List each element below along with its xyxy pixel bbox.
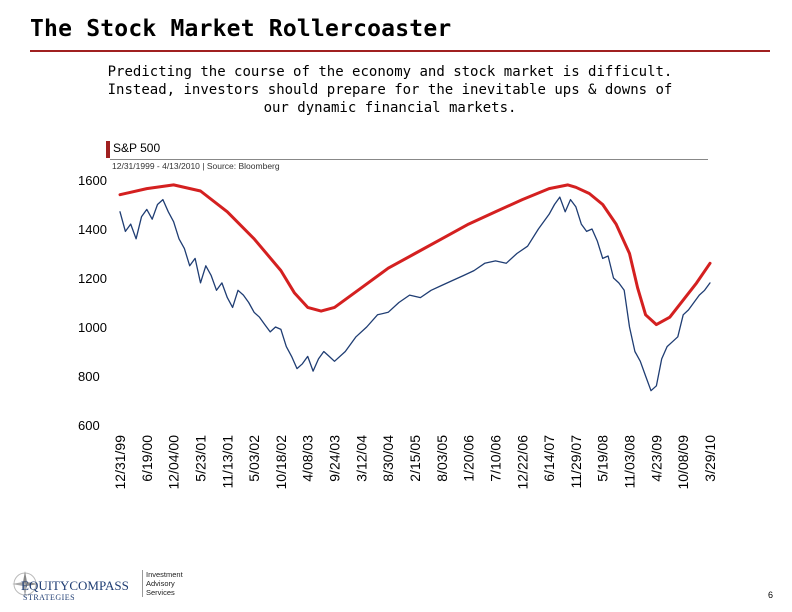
x-tick-label: 6/14/07	[541, 435, 557, 482]
x-tick-label: 12/22/06	[514, 435, 530, 490]
x-tick-label: 10/18/02	[273, 435, 289, 490]
x-tick-label: 4/23/09	[648, 435, 664, 482]
x-tick-label: 3/12/04	[353, 435, 369, 482]
y-tick-label: 800	[78, 369, 100, 384]
x-tick-label: 8/30/04	[380, 435, 396, 482]
sp500-series-line	[119, 196, 711, 392]
subtitle-line: our dynamic financial markets.	[263, 100, 517, 116]
logo-wordmark: EQUITYCOMPASS	[21, 578, 129, 593]
y-tick-label: 600	[78, 418, 100, 433]
x-tick-label: 4/08/03	[300, 435, 316, 482]
services-line: Services	[146, 588, 175, 597]
chart-source: 12/31/1999 - 4/13/2010 | Source: Bloombe…	[112, 161, 280, 171]
x-tick-label: 2/15/05	[407, 435, 423, 482]
x-tick-label: 11/03/08	[622, 435, 638, 489]
x-tick-label: 6/19/00	[139, 435, 155, 482]
x-tick-label: 12/04/00	[166, 435, 182, 490]
y-tick-label: 1400	[78, 222, 107, 237]
slide-subtitle: Predicting the course of the economy and…	[100, 63, 680, 117]
subtitle-line: Predicting the course of the economy and…	[107, 64, 673, 80]
logo-subtext: STRATEGIES	[23, 593, 75, 602]
y-tick-label: 1000	[78, 320, 107, 335]
chart-title-divider	[110, 159, 708, 160]
title-divider	[30, 50, 770, 52]
x-tick-label: 10/08/09	[675, 435, 691, 490]
chart-title-accent	[106, 141, 110, 158]
x-tick-label: 3/29/10	[702, 435, 718, 482]
slide-title: The Stock Market Rollercoaster	[30, 16, 452, 42]
x-tick-label: 5/23/01	[192, 435, 208, 482]
subtitle-line: Instead, investors should prepare for th…	[107, 82, 673, 98]
x-tick-label: 1/20/06	[461, 435, 477, 482]
x-tick-label: 11/13/01	[219, 435, 235, 489]
services-line: Investment	[146, 570, 183, 579]
trend-envelope-line	[118, 183, 712, 327]
chart-title: S&P 500	[113, 141, 161, 155]
services-label: Investment Advisory Services	[142, 570, 183, 597]
compass-rose-icon	[12, 571, 38, 597]
x-tick-label: 12/31/99	[112, 435, 128, 490]
y-tick-label: 1600	[78, 173, 107, 188]
page-number: 6	[768, 590, 774, 600]
x-tick-label: 5/03/02	[246, 435, 262, 482]
x-tick-label: 5/19/08	[595, 435, 611, 482]
x-tick-label: 8/03/05	[434, 435, 450, 482]
x-tick-label: 11/29/07	[568, 435, 584, 489]
y-tick-label: 1200	[78, 271, 107, 286]
x-tick-label: 7/10/06	[487, 435, 503, 482]
services-line: Advisory	[146, 579, 175, 588]
equitycompass-logo: EQUITYCOMPASS STRATEGIES	[12, 571, 129, 602]
x-tick-label: 9/24/03	[327, 435, 343, 482]
